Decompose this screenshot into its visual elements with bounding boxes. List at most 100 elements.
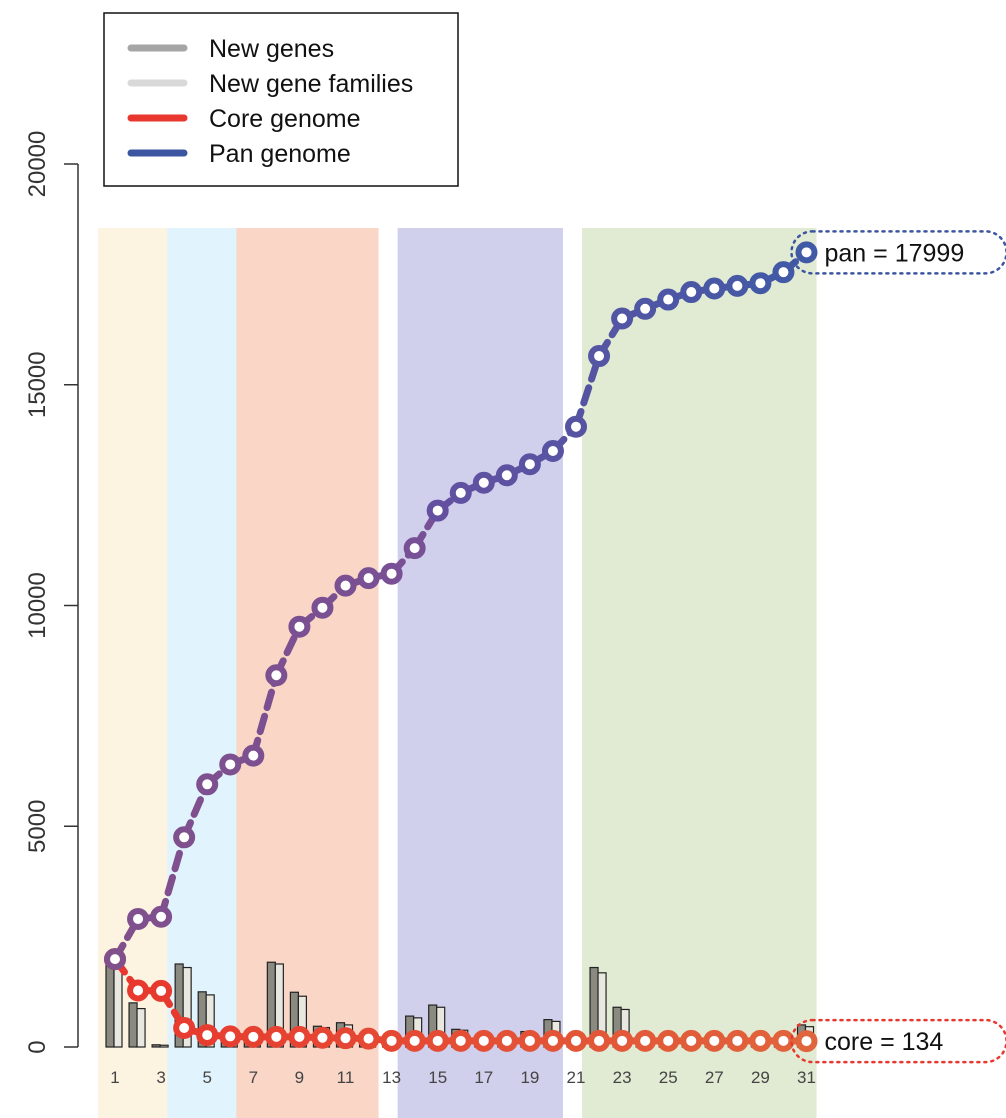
legend-label: New gene families <box>209 70 413 98</box>
pan-genome-point <box>199 776 215 792</box>
x-tick-label: 1 <box>110 1068 119 1087</box>
group-band-5 <box>582 228 816 1118</box>
bar-new-gene-families <box>137 1009 145 1047</box>
x-tick-label: 25 <box>659 1068 678 1087</box>
pan-genome-point <box>107 951 123 967</box>
pan-genome-point <box>407 540 423 556</box>
y-tick-label: 5000 <box>24 800 51 853</box>
group-band-4 <box>398 228 563 1118</box>
pan-genome-point <box>660 292 676 308</box>
core-genome-point <box>407 1033 423 1049</box>
core-genome-point <box>499 1033 515 1049</box>
pan-genome-point <box>637 301 653 317</box>
pan-genome-point <box>591 348 607 364</box>
core-genome-point <box>222 1028 238 1044</box>
bar-new-gene-families <box>160 1045 168 1047</box>
y-tick-label: 0 <box>24 1040 51 1053</box>
core-genome-point <box>799 1033 815 1049</box>
pan-annotation: pan = 17999 <box>792 231 1006 273</box>
pan-genome-point <box>799 244 815 260</box>
y-tick-label: 20000 <box>24 131 51 198</box>
core-genome-point <box>130 982 146 998</box>
pan-genome-point <box>476 475 492 491</box>
legend: New genes New gene families Core genome Pan… <box>104 13 458 186</box>
x-tick-label: 5 <box>202 1068 211 1087</box>
x-tick-label: 13 <box>382 1068 401 1087</box>
core-genome-point <box>637 1033 653 1049</box>
core-genome-point <box>245 1029 261 1045</box>
pan-genome-point <box>499 467 515 483</box>
core-genome-point <box>568 1033 584 1049</box>
bar-new-genes <box>106 959 114 1047</box>
pan-genome-point <box>430 503 446 519</box>
pan-genome-point <box>384 566 400 582</box>
y-tick-label: 15000 <box>24 351 51 418</box>
core-genome-point <box>752 1033 768 1049</box>
pan-genome-point <box>614 311 630 327</box>
bar-new-genes <box>152 1045 160 1047</box>
core-annotation: core = 134 <box>792 1020 1006 1062</box>
annotation-label: pan = 17999 <box>825 239 965 267</box>
pan-genome-point <box>130 911 146 927</box>
core-genome-point <box>199 1027 215 1043</box>
pan-genome-point <box>775 264 791 280</box>
x-tick-label: 19 <box>520 1068 539 1087</box>
x-tick-label: 23 <box>613 1068 632 1087</box>
core-genome-point <box>591 1033 607 1049</box>
group-bands <box>98 228 817 1118</box>
core-genome-point <box>729 1033 745 1049</box>
x-tick-label: 27 <box>705 1068 724 1087</box>
core-genome-point <box>660 1033 676 1049</box>
core-genome-point <box>430 1033 446 1049</box>
core-genome-point <box>476 1033 492 1049</box>
pan-genome-point <box>683 284 699 300</box>
pan-genome-point <box>153 909 169 925</box>
pan-genome-point <box>522 456 538 472</box>
pan-genome-point <box>314 600 330 616</box>
core-genome-point <box>545 1033 561 1049</box>
core-genome-point <box>176 1020 192 1036</box>
pan-genome-point <box>453 485 469 501</box>
pan-genome-point <box>338 578 354 594</box>
x-tick-label: 9 <box>295 1068 304 1087</box>
pan-genome-point <box>752 275 768 291</box>
core-genome-point <box>683 1033 699 1049</box>
core-genome-point <box>453 1033 469 1049</box>
core-genome-point <box>314 1030 330 1046</box>
pan-genome-point <box>361 570 377 586</box>
core-genome-point <box>775 1033 791 1049</box>
y-tick-label: 10000 <box>24 572 51 639</box>
pan-genome-point <box>545 443 561 459</box>
annotation-label: core = 134 <box>825 1028 944 1056</box>
core-genome-point <box>384 1033 400 1049</box>
bar-new-genes <box>129 1003 137 1047</box>
core-genome-point <box>291 1029 307 1045</box>
x-tick-label: 21 <box>567 1068 586 1087</box>
legend-label: Pan genome <box>209 140 351 168</box>
x-tick-label: 7 <box>249 1068 258 1087</box>
pan-genome-point <box>176 829 192 845</box>
legend-label: Core genome <box>209 105 360 133</box>
core-genome-point <box>361 1031 377 1047</box>
core-genome-point <box>522 1033 538 1049</box>
core-genome-point <box>338 1030 354 1046</box>
group-band-3 <box>236 228 378 1118</box>
pan-genome-point <box>245 748 261 764</box>
pan-genome-point <box>706 281 722 297</box>
pan-genome-point <box>568 419 584 435</box>
core-genome-point <box>268 1029 284 1045</box>
core-genome-point <box>614 1033 630 1049</box>
pan-genome-point <box>729 278 745 294</box>
legend-label: New genes <box>209 35 334 63</box>
x-tick-label: 3 <box>156 1068 165 1087</box>
x-tick-label: 17 <box>474 1068 493 1087</box>
core-genome-point <box>706 1033 722 1049</box>
pan-genome-point <box>291 619 307 635</box>
x-tick-label: 29 <box>751 1068 770 1087</box>
core-genome-point <box>153 983 169 999</box>
x-tick-label: 15 <box>428 1068 447 1087</box>
pan-genome-point <box>222 756 238 772</box>
y-axis: 0 5000 10000 15000 20000 <box>24 131 78 1054</box>
x-tick-label: 31 <box>797 1068 816 1087</box>
